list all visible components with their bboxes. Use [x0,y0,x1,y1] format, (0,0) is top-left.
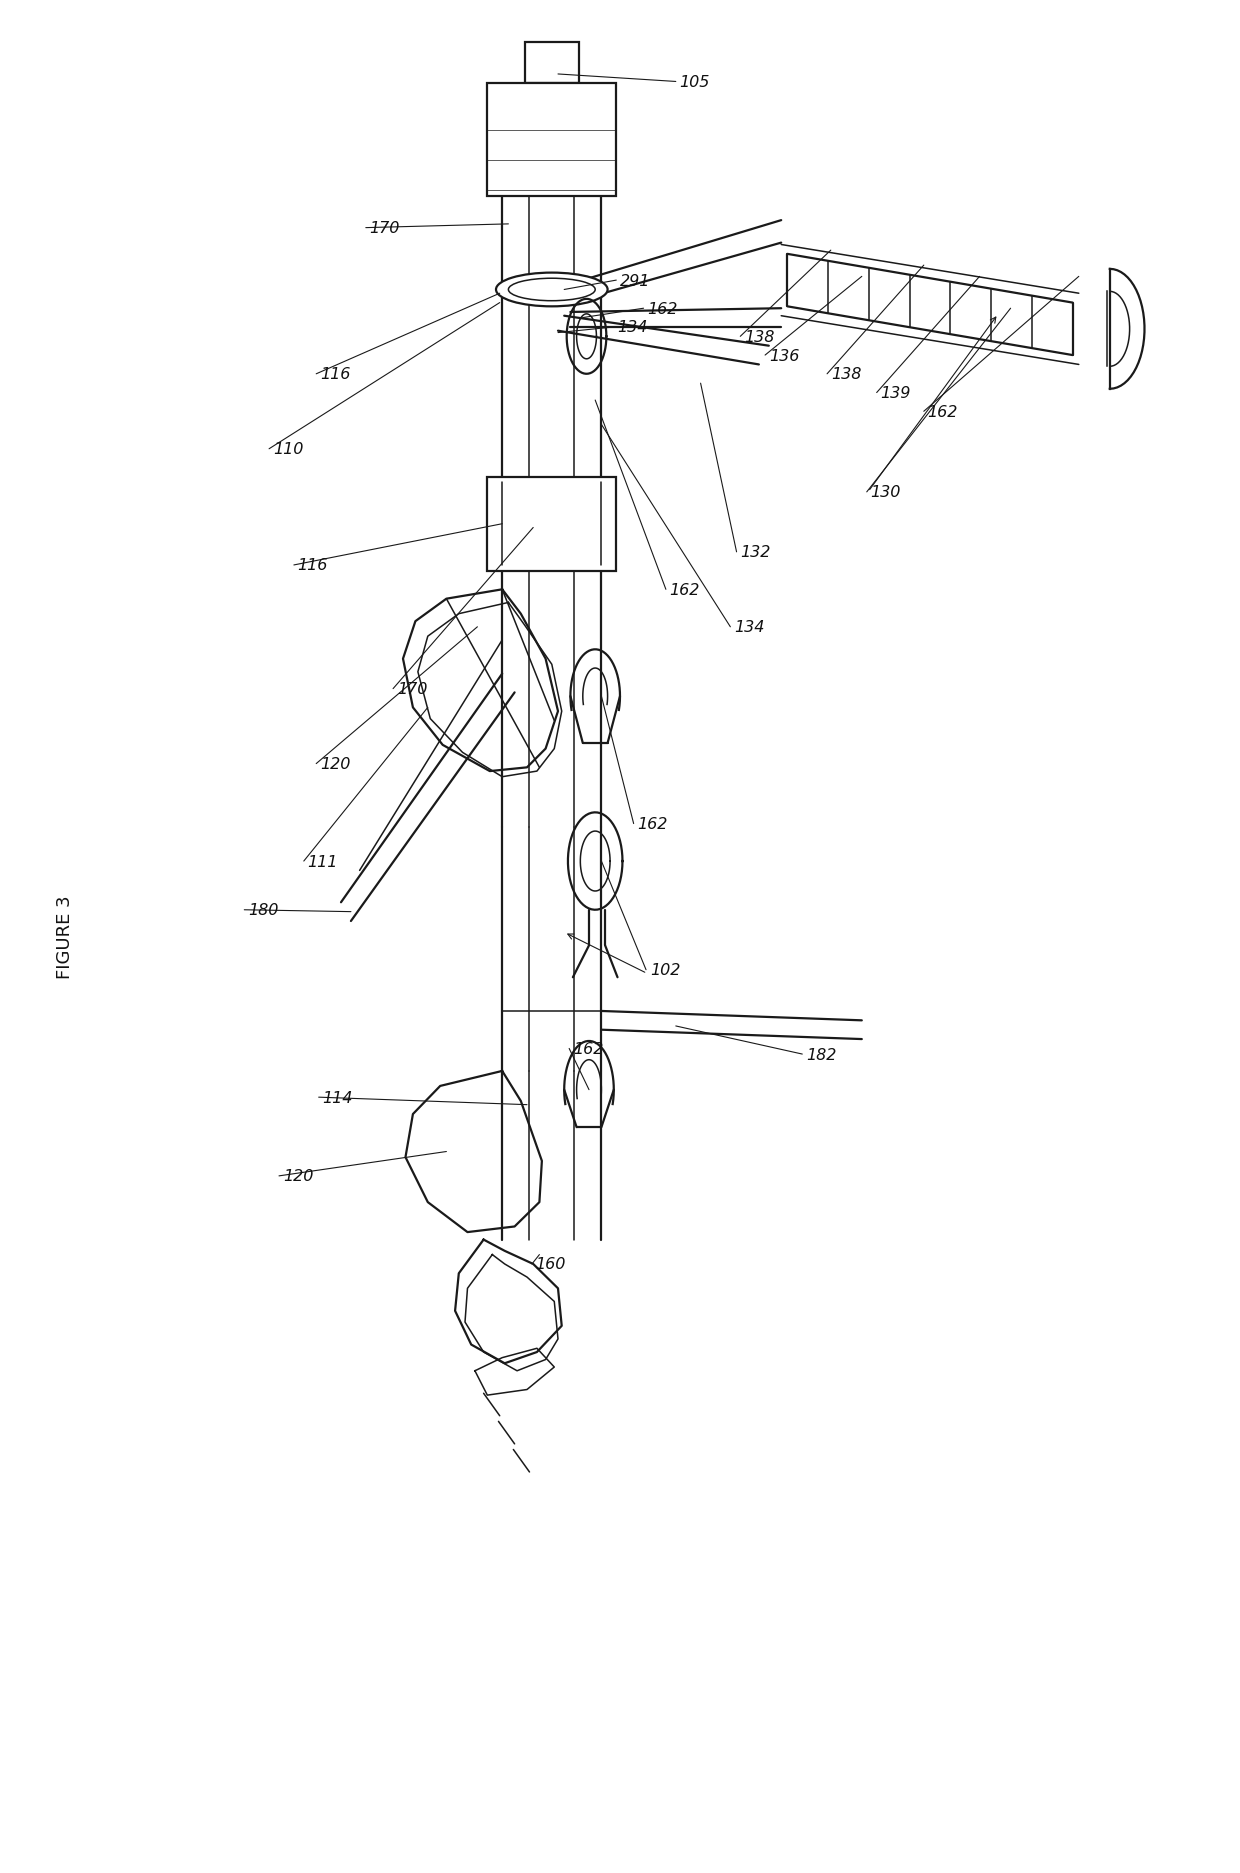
Text: 105: 105 [680,75,709,90]
Text: 120: 120 [320,757,350,772]
Text: 130: 130 [870,485,900,500]
Text: 170: 170 [370,221,399,236]
Bar [487,84,616,197]
Bar [525,43,579,84]
Text: 162: 162 [637,817,667,832]
Text: 132: 132 [740,545,770,560]
Bar [487,478,616,571]
Text: 134: 134 [734,620,764,635]
Text: 160: 160 [536,1257,565,1272]
Text: 120: 120 [283,1169,312,1184]
Text: 139: 139 [880,386,910,401]
Text: 162: 162 [670,583,699,597]
Ellipse shape [508,279,595,302]
Text: 114: 114 [322,1090,352,1105]
Text: 170: 170 [397,682,427,697]
Text: 111: 111 [308,854,337,869]
Text: 138: 138 [831,367,861,382]
Text: 102: 102 [650,963,680,978]
Text: 134: 134 [618,320,647,335]
Text: 138: 138 [744,330,774,345]
Text: 162: 162 [573,1041,603,1056]
Text: 180: 180 [248,903,278,918]
Text: 291: 291 [620,273,650,288]
Text: 162: 162 [647,302,677,317]
Text: 136: 136 [769,348,799,363]
Text: FIGURE 3: FIGURE 3 [56,895,74,978]
Ellipse shape [496,273,608,307]
Text: 162: 162 [928,405,957,420]
Text: 116: 116 [298,558,327,573]
Text: 182: 182 [806,1047,836,1062]
Text: 116: 116 [320,367,350,382]
Text: 110: 110 [273,442,303,457]
